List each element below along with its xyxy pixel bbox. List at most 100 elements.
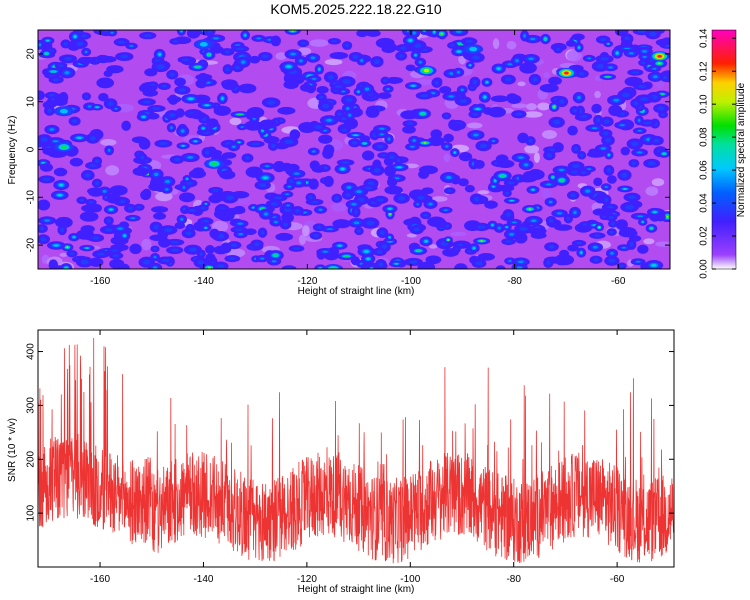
heatmap-blob — [294, 55, 308, 66]
heatmap-low-patch — [59, 252, 68, 257]
heatmap-blob — [405, 142, 420, 151]
heatmap-blob — [103, 204, 119, 215]
heatmap-blob — [341, 94, 357, 106]
heatmap-blob — [181, 93, 201, 104]
heatmap-blob — [327, 37, 341, 45]
heatmap-blob — [238, 83, 257, 94]
heatmap-peak — [323, 264, 344, 269]
heatmap-blob — [645, 223, 658, 233]
heatmap-blob — [320, 225, 339, 233]
heatmap-blob — [628, 235, 642, 242]
heatmap-blob — [443, 133, 454, 143]
y-tick-label: 300 — [26, 397, 37, 414]
heatmap-blob — [439, 86, 452, 94]
colorbar-tick-label: 0.08 — [699, 127, 710, 147]
heatmap-blob — [168, 94, 179, 105]
heatmap-blob — [44, 105, 55, 116]
heatmap-blob — [279, 61, 298, 72]
heatmap-blob — [545, 215, 557, 226]
heatmap-blob — [309, 231, 323, 240]
heatmap-blob — [159, 176, 176, 188]
heatmap-blob — [186, 30, 201, 39]
heatmap-blob — [511, 55, 524, 67]
x-tick-label: -80 — [506, 574, 521, 585]
heatmap-blob — [402, 35, 418, 46]
heatmap-blob — [634, 115, 644, 126]
heatmap-blob — [606, 248, 619, 259]
heatmap-low-patch — [443, 153, 451, 163]
colorbar: 0.00 0.02 0.04 0.06 0.08 0.10 0.12 0.14 Normali… — [699, 28, 748, 279]
heatmap-blob — [593, 177, 603, 187]
heatmap-blob — [465, 61, 475, 70]
heatmap-blob — [39, 49, 54, 59]
heatmap-blob — [137, 152, 148, 163]
heatmap-blob — [81, 92, 92, 101]
heatmap-blob — [245, 166, 263, 178]
heatmap-blob — [636, 46, 653, 56]
heatmap-blob — [244, 228, 257, 235]
heatmap-blob — [630, 258, 646, 266]
heatmap-blob — [103, 216, 114, 226]
heatmap-blob — [449, 30, 469, 37]
snr-y-axis: 100 200 300 400 — [26, 343, 674, 521]
heatmap-blob — [140, 189, 151, 201]
colorbar-tick-label: 0.04 — [699, 193, 710, 213]
heatmap-blob — [402, 120, 418, 128]
heatmap-blob — [356, 30, 369, 38]
heatmap-blob — [313, 205, 328, 214]
heatmap-blob — [585, 124, 604, 133]
heatmap-blob — [222, 64, 233, 75]
heatmap-blob — [539, 180, 558, 189]
x-tick-label: -100 — [401, 276, 421, 287]
heatmap-blob — [316, 86, 329, 94]
heatmap-blob — [337, 252, 356, 261]
heatmap-blob — [582, 54, 596, 62]
heatmap-low-patch — [155, 192, 173, 202]
heatmap-blob — [627, 69, 644, 76]
heatmap-blob — [106, 30, 118, 37]
heatmap-blob — [305, 53, 321, 63]
heatmap-blob — [467, 129, 485, 141]
heatmap-blob — [484, 200, 498, 209]
heatmap-blob — [469, 193, 484, 205]
heatmap-blob — [177, 56, 194, 64]
heatmap-blob — [442, 92, 461, 101]
heatmap-blob — [306, 75, 322, 83]
heatmap-blob — [221, 152, 237, 159]
heatmap-blob — [54, 62, 68, 70]
heatmap-blob — [265, 199, 283, 209]
heatmap-blob — [571, 33, 585, 41]
heatmap-blob — [85, 133, 101, 144]
heatmap-blob — [430, 129, 443, 139]
heatmap-blob — [464, 184, 475, 193]
heatmap-blob — [133, 203, 145, 211]
x-tick-label: -100 — [400, 574, 420, 585]
heatmap-blob — [468, 110, 482, 119]
heatmap-blob — [616, 262, 627, 269]
heatmap-peak — [53, 142, 74, 153]
heatmap-blob — [567, 125, 578, 136]
heatmap-blob — [389, 163, 409, 172]
heatmap-low-patch — [542, 129, 557, 139]
heatmap-blob — [592, 208, 607, 216]
heatmap-blob — [522, 205, 538, 214]
heatmap-blob — [603, 63, 618, 72]
snr-x-label: Height of straight line (km) — [298, 584, 415, 595]
heatmap-blob — [553, 45, 564, 54]
heatmap-blob — [600, 116, 614, 127]
heatmap-blob — [200, 224, 212, 232]
heatmap-blob — [644, 260, 664, 269]
heatmap-blob — [559, 249, 570, 258]
heatmap-blob — [174, 85, 191, 95]
heatmap-blob — [631, 148, 648, 157]
heatmap-low-patch — [492, 38, 500, 50]
heatmap-blob — [566, 190, 580, 200]
heatmap-blob — [574, 42, 584, 53]
heatmap-blob — [450, 122, 463, 132]
heatmap-blob — [48, 259, 59, 269]
x-tick-label: -140 — [194, 276, 214, 287]
heatmap-blob — [149, 234, 165, 241]
heatmap-blob — [566, 168, 582, 176]
heatmap-blob — [221, 192, 239, 204]
heatmap-blob — [111, 224, 129, 234]
